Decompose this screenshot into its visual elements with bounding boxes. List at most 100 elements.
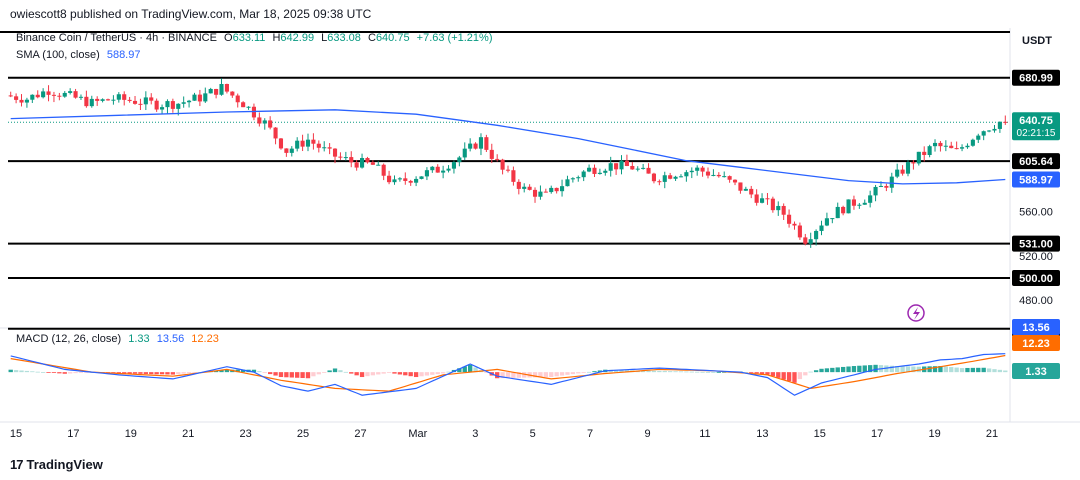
candle-body [468,143,473,149]
candle-body [73,91,78,98]
price-tick-label: 520.00 [1019,251,1053,263]
time-tick-label: 17 [67,428,79,440]
macd-hist-bar [1003,370,1008,373]
candle-body [116,94,121,100]
candle-body [311,139,316,144]
time-tick-label: 23 [240,428,252,440]
current-price-label: 640.75 [1019,115,1053,127]
candle-body [446,168,451,171]
macd-hist-bar [943,366,948,373]
macd-hist-bar [868,365,873,373]
hist-badge-label: 1.33 [1025,366,1046,378]
macd-hist-bar [759,372,765,374]
candle-body [89,98,94,107]
macd-hist-bar [722,371,727,373]
candle-body [78,96,84,98]
candle-body [738,182,743,191]
macd-hist-bar [705,372,711,373]
candle-body [614,163,619,170]
macd-hist-bar [57,372,62,374]
level-label-531.00: 531.00 [1019,239,1053,251]
candle-body [797,225,802,238]
candle-body [749,188,754,195]
macd-hist-bar [549,372,554,378]
candle-body [181,102,186,104]
macd-hist-bar [495,372,500,379]
candle-body [949,145,954,149]
macd-hist-bar [792,372,797,383]
time-tick-label: 21 [986,428,998,440]
macd-hist-bar [803,372,808,376]
macd-hist-bar [651,370,657,373]
symbol-name[interactable]: Binance Coin / TetherUS · 4h · BINANCE [16,32,217,44]
macd-hist-bar [776,372,781,378]
candle-body [349,157,354,163]
candle-body [132,100,138,104]
candle-body [857,204,862,206]
candle-body [170,101,175,109]
macd-legend[interactable]: MACD (12, 26, close) 1.33 13.56 12.23 [16,333,223,345]
candle-body [538,191,543,197]
macd-hist-bar [711,372,716,373]
macd-hist-bar [392,372,397,374]
macd-hist-bar [997,369,1003,373]
macd-hist-bar [143,372,148,374]
macd-hist-bar [192,372,197,373]
level-badge-680.99 [1012,69,1060,86]
signal-badge [1012,335,1060,351]
current-price-badge [1012,112,1060,141]
candle-body [419,176,424,179]
macd-hist-bar [613,369,619,373]
macd-hist-bar [516,372,521,378]
time-tick-label: 19 [928,428,940,440]
macd-hist-bar [84,372,89,373]
macd-hist-bar [619,370,624,373]
candle-body [943,145,948,147]
currency-unit[interactable]: USDT [1022,35,1052,47]
macd-hist-bar [554,372,559,377]
macd-hist-bar [835,367,840,373]
macd-hist-bar [846,366,851,373]
candle-body [403,178,408,181]
candle-body [576,177,581,179]
macd-hist-bar [813,370,819,373]
candle-body [868,195,873,203]
macd-hist-bar [884,365,889,373]
macd-hist-bar [824,368,830,373]
candle-body [289,148,294,153]
macd-hist-bar [68,372,73,374]
candle-body [235,95,240,103]
candle-body [278,138,284,149]
candle-body [841,206,846,214]
macd-hist-bar [397,372,403,375]
candle-body [484,137,489,150]
candle-body [916,151,921,164]
macd-hist-bar [468,364,473,373]
macd-hist-bar [262,372,267,373]
sma-badge-label: 588.97 [1019,175,1053,187]
macd-hist-bar [354,372,359,376]
macd-hist-bar [370,372,376,376]
macd-hist-bar [122,372,127,374]
macd-legend-signal: 13.56 [156,333,185,345]
macd-hist-bar [668,371,673,373]
candle-body [149,97,154,101]
macd-hist-bar [349,372,354,374]
ohlc-high: 642.99 [280,32,315,44]
macd-hist-bar [149,372,154,375]
candle-body [754,194,759,203]
candle-body [397,178,402,180]
macd-hist-bar [300,372,305,379]
macd-hist-bar [424,372,430,376]
candle-body [376,164,381,166]
candle-body [695,167,700,171]
macd-hist-bar [165,372,170,375]
sma-legend[interactable]: SMA (100, close) 588.97 [16,49,144,61]
macd-hist-bar [538,372,543,378]
macd-badge-label: 13.56 [1022,322,1050,334]
candle-body [322,147,327,149]
candle-body [570,178,575,180]
candle-body [889,176,894,188]
candle-body [273,127,278,139]
